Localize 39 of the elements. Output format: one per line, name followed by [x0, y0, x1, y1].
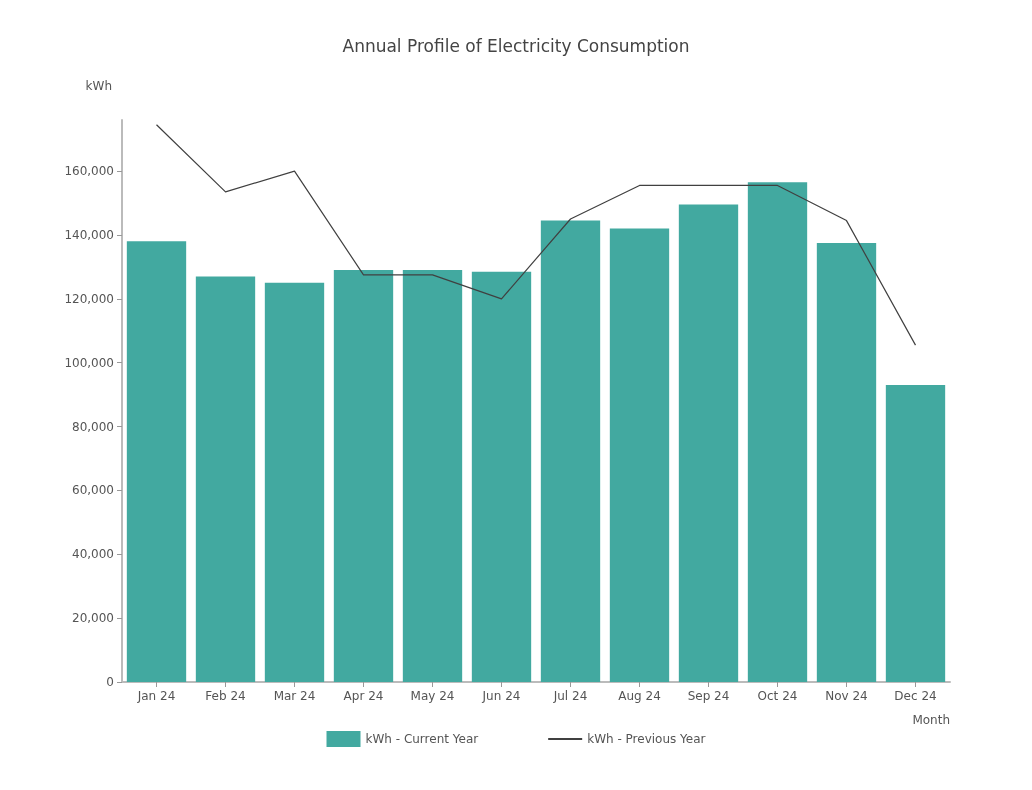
x-tick-label: Aug 24 [618, 689, 661, 703]
bar [747, 182, 808, 682]
bar [609, 228, 670, 682]
bar [471, 271, 532, 682]
y-tick-label: 140,000 [64, 227, 114, 242]
legend-label: kWh - Current Year [365, 732, 479, 746]
legend-label: kWh - Previous Year [587, 732, 706, 746]
bar [402, 270, 463, 682]
bar [885, 385, 946, 682]
line-series [155, 124, 917, 346]
bar [264, 282, 325, 682]
x-tick-label: May 24 [410, 689, 455, 703]
bar [126, 241, 187, 682]
x-axis-title: Month [912, 713, 950, 727]
bar [540, 220, 601, 682]
y-tick-label: 40,000 [72, 547, 114, 562]
x-tick-label: Nov 24 [825, 689, 868, 703]
y-tick-label: 0 [106, 675, 114, 689]
y-tick-label: 60,000 [72, 483, 114, 498]
y-tick-label: 120,000 [64, 291, 114, 306]
x-tick-label: Jan 24 [136, 689, 176, 703]
y-axis-title: kWh [85, 79, 112, 93]
y-tick-label: 80,000 [72, 419, 114, 434]
chart-title: Annual Profile of Electricity Consumption [342, 35, 690, 56]
bar [333, 270, 394, 682]
bar [678, 204, 739, 682]
y-tick-label: 160,000 [64, 164, 114, 179]
x-tick-label: Sep 24 [687, 689, 730, 703]
y-tick-label: 100,000 [64, 355, 114, 370]
x-tick-label: Oct 24 [757, 689, 798, 703]
x-tick-label: Jun 24 [481, 689, 521, 703]
bar [195, 276, 256, 682]
x-tick-label: Jul 24 [552, 689, 588, 703]
x-tick-label: Apr 24 [343, 689, 384, 703]
y-tick-label: 20,000 [72, 611, 114, 626]
x-tick-label: Feb 24 [205, 689, 246, 703]
x-tick-label: Mar 24 [273, 689, 316, 703]
x-tick-label: Dec 24 [894, 689, 937, 703]
bar [816, 242, 877, 682]
